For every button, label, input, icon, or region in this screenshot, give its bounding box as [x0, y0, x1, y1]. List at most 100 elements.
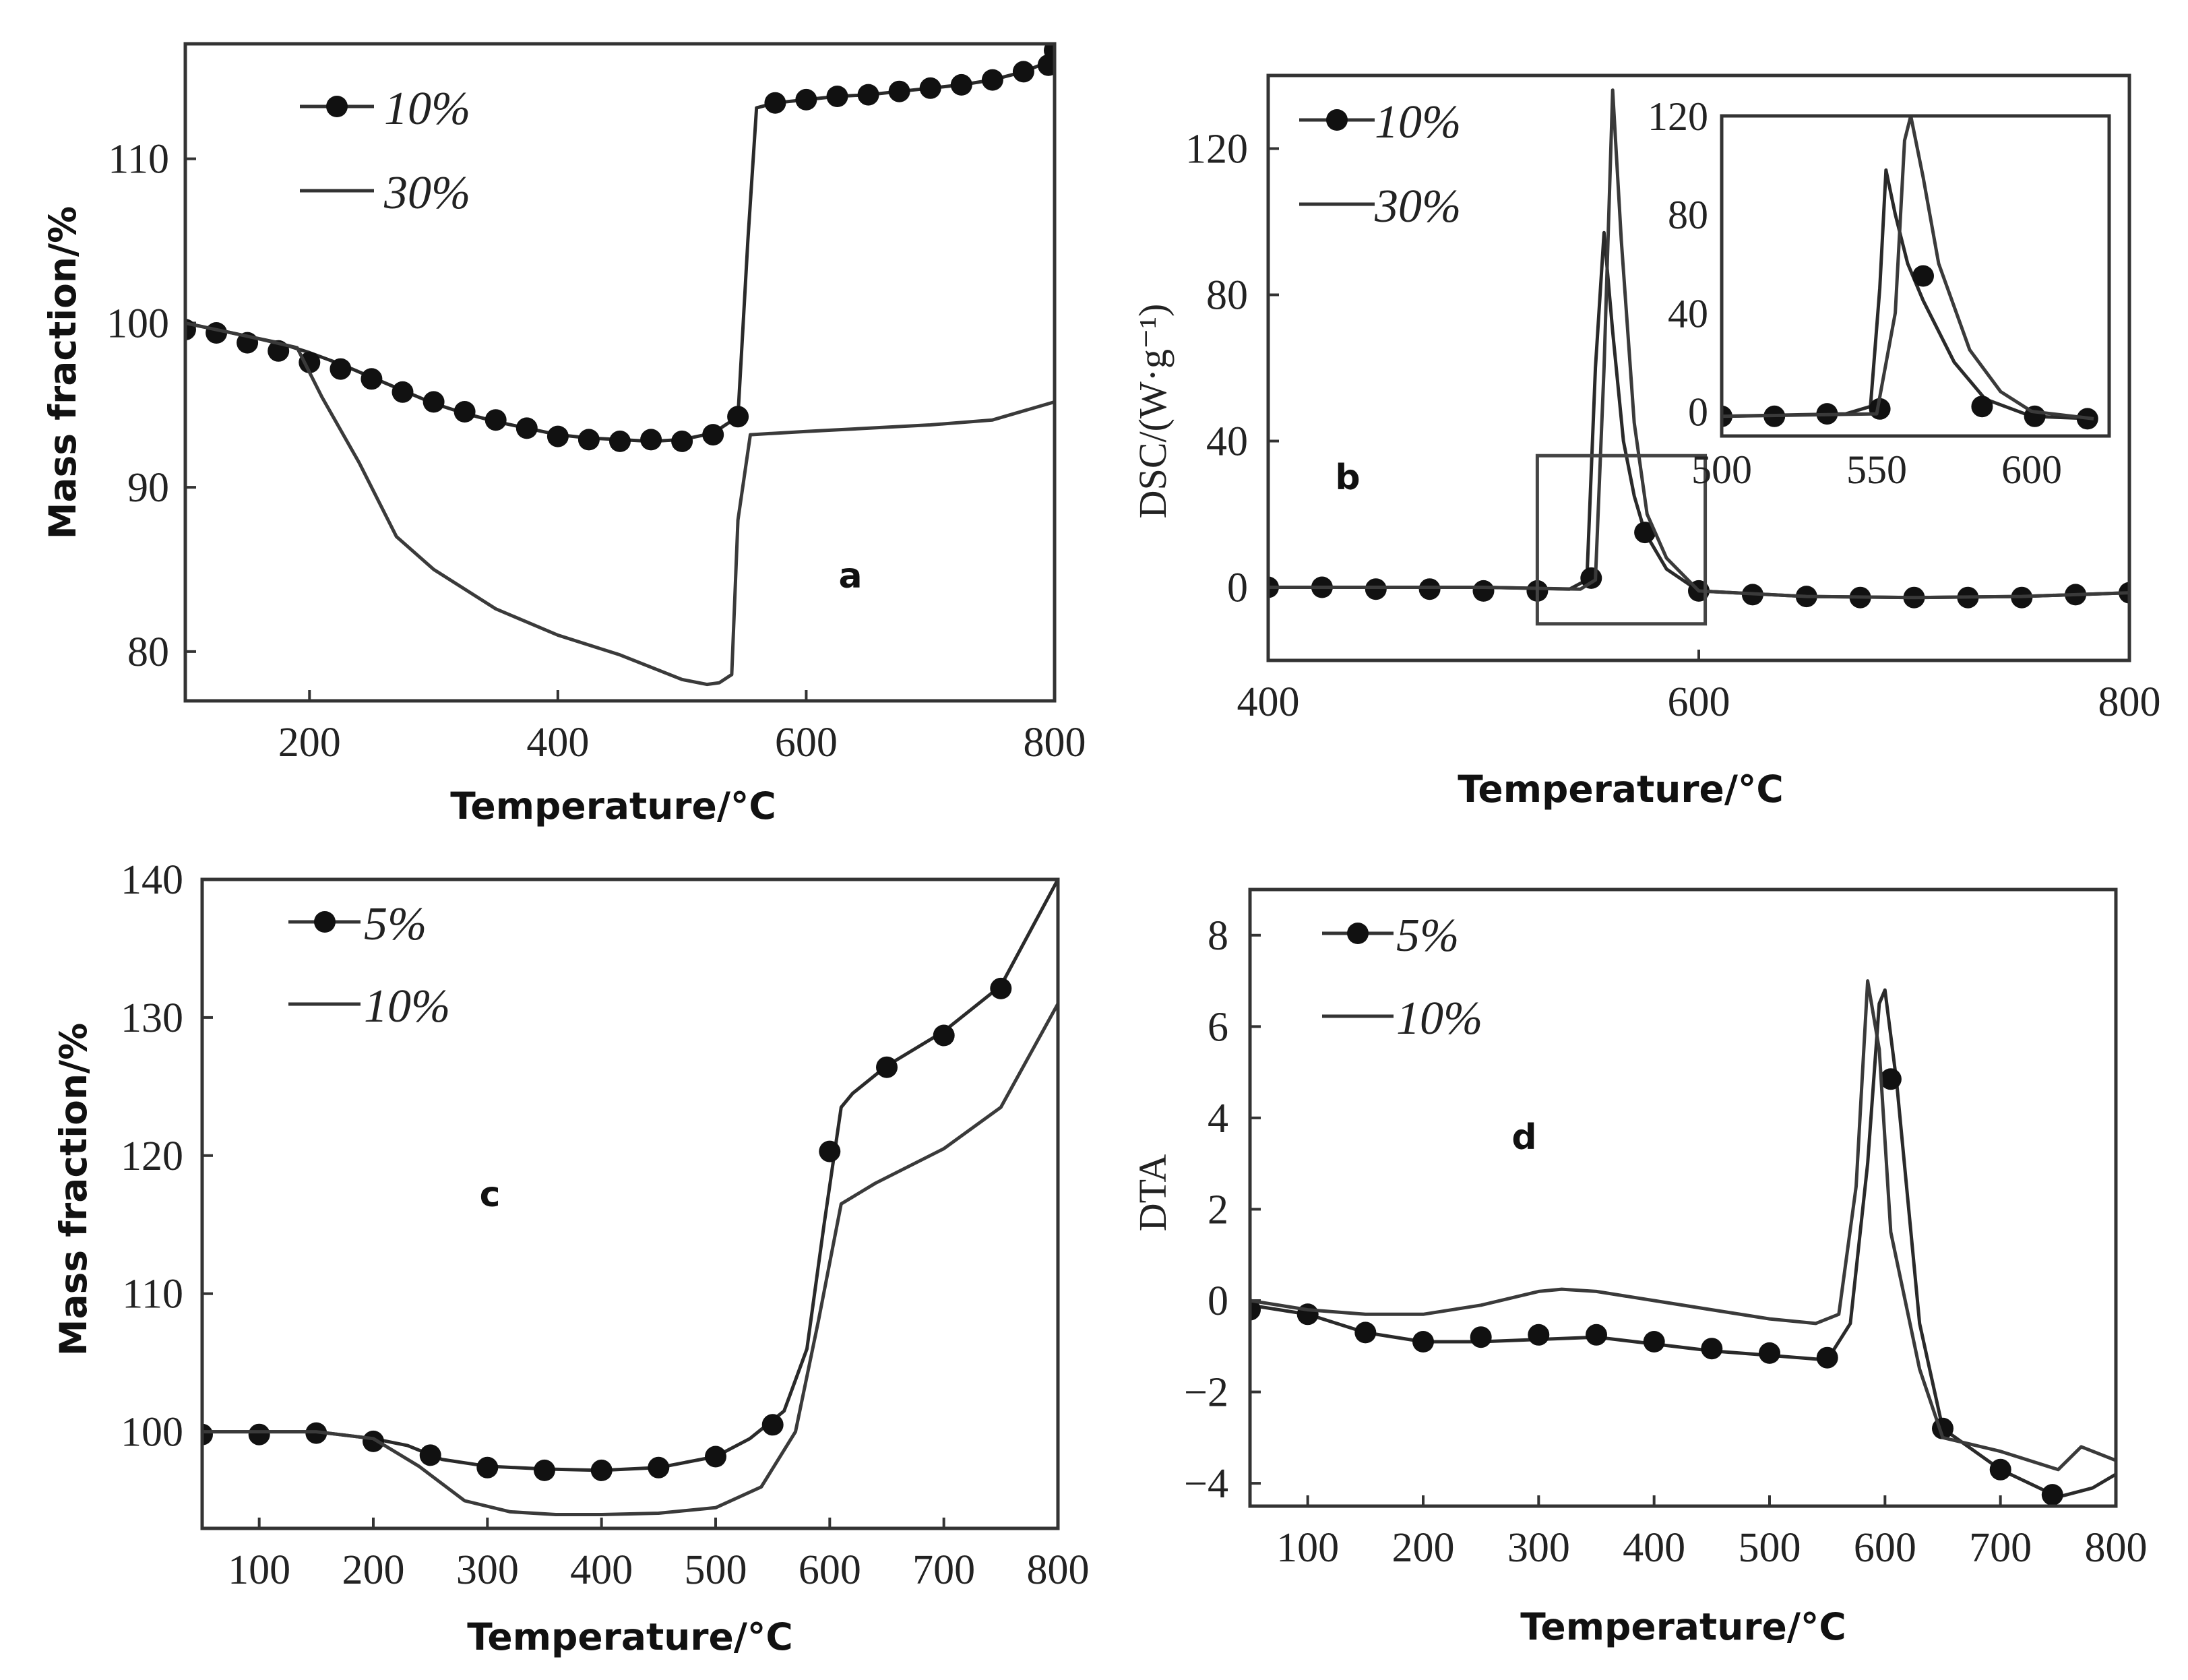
panel-c-y-tick-label: 120	[121, 1133, 183, 1179]
panel-a-series-point	[423, 391, 445, 413]
panel-b-series-point	[1365, 578, 1387, 600]
panel-d-plot-frame	[1248, 888, 2118, 1508]
panel-b-y-tick-label: 0	[1227, 565, 1248, 611]
panel-b-plot-frame	[1266, 73, 2131, 662]
panel-d-y-tick-label: 2	[1208, 1187, 1228, 1233]
panel-b-y-axis-title: DSC/(W·g⁻¹)	[1131, 304, 1175, 519]
panel-a-series-point	[826, 86, 848, 107]
panel-c-plot-frame	[200, 877, 1060, 1530]
panel-d-y-tick-label: 6	[1208, 1004, 1228, 1050]
panel-a-x-tick-label: 600	[775, 720, 838, 766]
panel-d-series-point	[1643, 1331, 1665, 1352]
panel-c-legend-marker-1	[314, 911, 336, 933]
panel-a-series-point	[671, 430, 693, 452]
panel-d-series-point	[1250, 1299, 1261, 1321]
panel-d-series-point	[1701, 1338, 1723, 1360]
panel-b-inset-y-tick-label: 40	[1668, 291, 1708, 336]
panel-a-x-tick-label: 200	[278, 720, 341, 766]
panel-b-inset-y-tick-label: 80	[1668, 193, 1708, 237]
panel-a-series-point	[546, 425, 569, 447]
panel-d-series-point	[1354, 1321, 1377, 1344]
panel-d-y-tick-label: 8	[1208, 913, 1228, 959]
panel-c-series-point	[990, 977, 1012, 999]
panel-c-legend-label-2: 10%	[364, 981, 450, 1032]
panel-a-x-axis-title: Temperature/°C	[450, 784, 776, 828]
panel-b-letter: b	[1335, 458, 1360, 498]
panel-c-series-point	[761, 1414, 784, 1436]
panel-b-series-point	[1472, 580, 1495, 602]
panel-a-series-point	[981, 69, 1003, 91]
panel-a-y-tick-label: 110	[108, 137, 169, 183]
panel-b-inset-series	[1722, 116, 2098, 430]
panel-a-legend-label-2: 30%	[383, 167, 470, 219]
panel-a-series-point	[392, 381, 414, 403]
panel-d-y-tick-label: −2	[1184, 1370, 1228, 1416]
panel-b-inset-y-tick-label: 120	[1648, 94, 1708, 139]
panel-c-series-point	[933, 1024, 955, 1047]
panel-c-x-tick-label: 800	[1027, 1547, 1090, 1593]
panel-c-chart: 100 200 300 400 500 600 700 800100110120130140 …	[52, 857, 1090, 1658]
panel-d-series-line-1	[1250, 988, 2116, 1499]
panel-b-inset-x-tick-label: 550	[1846, 447, 1907, 492]
panel-a-series-point	[795, 88, 817, 111]
panel-b-inset-series-line-1	[1722, 168, 2094, 421]
panel-a-series-point	[609, 430, 631, 452]
panel-a-series-point	[764, 92, 786, 114]
panel-b-inset-x-tick-label: 500	[1691, 447, 1752, 492]
panel-b-series-point	[1634, 522, 1656, 544]
panel-a-series-point	[857, 84, 879, 106]
panel-b-y-tick-label: 40	[1206, 419, 1248, 465]
panel-a-series-point	[702, 424, 724, 446]
panel-a-series-point	[577, 429, 600, 451]
panel-a-y-tick-label: 80	[127, 629, 169, 675]
panel-d-series-point	[1528, 1324, 1550, 1346]
panel-b-x-tick-label: 600	[1668, 679, 1730, 725]
panel-d-series	[1250, 979, 2116, 1506]
panel-d-x-tick-label: 700	[1969, 1525, 2032, 1571]
panel-a-legend-marker-1	[326, 96, 348, 117]
panel-c-x-tick-label: 300	[456, 1547, 519, 1593]
panel-d-series-point	[1816, 1346, 1838, 1369]
panel-c-x-tick-label: 200	[342, 1547, 405, 1593]
panel-b-inset-frame	[1720, 114, 2111, 438]
panel-c-series	[202, 879, 1058, 1516]
panel-a-x-tick-label: 800	[1024, 720, 1086, 766]
panel-c-x-tick-label: 100	[228, 1547, 290, 1593]
panel-a-series-point	[727, 406, 749, 428]
panel-a-series-point	[888, 80, 910, 102]
panel-c-legend-label-1: 5%	[364, 898, 427, 950]
panel-d-ticks: 100 200 300 400 500 600 700 800 −4 −2 0 2 4 6 8	[1184, 913, 2147, 1571]
panel-c-y-tick-label: 130	[121, 995, 183, 1041]
panel-b-chart: 400 600 800 0 40 80 120 10% 30% 500 550 600 0 40 80…	[1131, 73, 2161, 811]
panel-b-inset-ticks: 500 550 600 0 40 80 120	[1648, 94, 2062, 492]
panel-c-legend: 5% 10%	[288, 898, 450, 1032]
panel-c-series-point	[419, 1444, 441, 1466]
panel-a-series-point	[919, 77, 941, 99]
panel-c-series-point	[534, 1459, 555, 1481]
panel-c-letter: c	[480, 1175, 501, 1215]
panel-d-legend: 5% 10%	[1322, 910, 1482, 1045]
panel-b-inset-series-point	[1912, 265, 1934, 287]
panel-d-series-point	[1586, 1324, 1607, 1346]
panel-d-y-tick-label: 0	[1208, 1278, 1228, 1324]
panel-d-legend-label-1: 5%	[1396, 910, 1459, 962]
panel-d-x-tick-label: 400	[1623, 1525, 1685, 1571]
panel-c-series-line-2	[202, 1003, 1058, 1516]
panel-b-x-axis-title: Temperature/°C	[1458, 768, 1784, 811]
panel-a-series-point	[454, 401, 476, 423]
panel-a-series-point	[640, 429, 662, 451]
panel-a-series-point	[299, 351, 321, 373]
panel-d-x-axis-title: Temperature/°C	[1520, 1605, 1846, 1648]
panel-b-x-tick-label: 400	[1237, 679, 1300, 725]
panel-d-legend-marker-1	[1347, 923, 1369, 944]
panel-b-zoom-box	[1535, 454, 1708, 626]
panel-c-series-point	[248, 1423, 270, 1445]
panel-c-x-tick-label: 600	[799, 1547, 861, 1593]
panel-a-x-tick-label: 400	[526, 720, 589, 766]
panel-c-y-axis-title: Mass fraction/%	[52, 1023, 95, 1357]
panel-d-x-tick-label: 200	[1392, 1525, 1455, 1571]
panel-a-series-point	[361, 368, 383, 390]
panel-b-legend: 10% 30%	[1299, 96, 1461, 232]
panel-c-series-line-1	[202, 879, 1058, 1472]
panel-a-series-point	[330, 358, 352, 380]
